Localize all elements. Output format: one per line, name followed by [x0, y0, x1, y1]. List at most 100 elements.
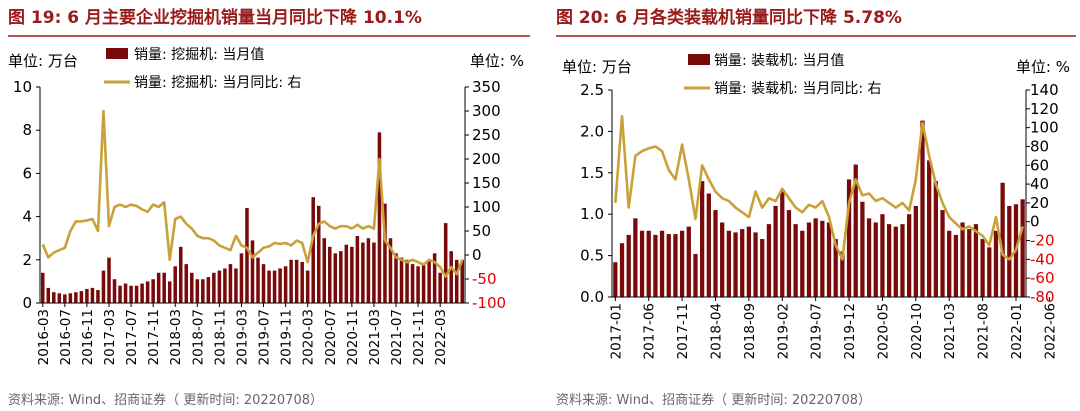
right-tick-label: 200 [472, 150, 501, 168]
chart2-plot: 0.00.51.01.52.02.5-80-60-40-200204060801… [580, 81, 1059, 359]
bar [786, 210, 792, 297]
bar [289, 259, 293, 303]
bar [454, 259, 459, 303]
bar [234, 268, 238, 303]
chart1-right-unit: 单位: % [470, 52, 524, 70]
chart2-legend-line: 销量: 装载机: 当月同比: 右 [714, 81, 882, 97]
bar [427, 259, 431, 303]
x-tick-label: 2018-04 [709, 303, 725, 359]
x-tick-label: 2020-11 [345, 309, 361, 365]
bar [980, 239, 985, 297]
bar [846, 179, 852, 297]
bar [294, 259, 299, 303]
bar [167, 281, 172, 303]
x-tick-label: 2020-03 [301, 309, 317, 365]
chart1-left-unit: 单位: 万台 [8, 52, 78, 70]
bar [421, 264, 426, 303]
x-tick-label: 2019-02 [775, 303, 791, 359]
right-tick-label: 350 [472, 78, 501, 96]
bar [178, 246, 183, 303]
bar [118, 285, 122, 303]
bar [300, 261, 304, 303]
bar [52, 292, 56, 303]
yoy-line [41, 109, 464, 278]
right-tick-label: 0 [1030, 213, 1040, 231]
left-tick-label: 2.5 [580, 81, 604, 99]
bar [793, 224, 798, 297]
bar [1007, 205, 1012, 297]
bar [96, 290, 100, 303]
x-tick-label: 2017-11 [146, 309, 162, 365]
bar [973, 224, 979, 297]
right-tick-label: 60 [1030, 156, 1049, 174]
left-tick-label: 1.0 [580, 205, 604, 223]
bar [223, 268, 227, 303]
bar [322, 238, 327, 303]
bar [833, 239, 838, 297]
bar [261, 264, 266, 303]
x-tick-label: 2016-11 [80, 309, 96, 365]
bar [190, 272, 194, 303]
bar [673, 234, 678, 297]
bar [267, 270, 271, 303]
bar [129, 285, 133, 303]
x-tick-label: 2021-03 [367, 309, 383, 365]
bar [740, 229, 745, 297]
bar [460, 259, 464, 303]
bar [399, 257, 404, 303]
bar [239, 253, 244, 303]
bar [706, 193, 711, 297]
bar [388, 238, 393, 303]
bar [377, 132, 382, 303]
bar [74, 292, 78, 303]
bar [46, 287, 51, 303]
bar [311, 197, 315, 303]
bar [820, 220, 825, 297]
bar [339, 251, 343, 303]
right-tick-label: 20 [1030, 194, 1049, 212]
bar [713, 210, 718, 297]
bar [840, 251, 845, 297]
x-tick-label: 2019-07 [809, 303, 825, 359]
right-tick-label: 50 [472, 222, 491, 240]
chart1-source: 资料来源: Wind、招商证券（ 更新时间: 20220708） [8, 392, 323, 408]
x-tick-label: 2019-11 [279, 309, 295, 365]
x-tick-label: 2019-12 [842, 303, 858, 359]
right-tick-label: -60 [1030, 269, 1055, 287]
bar [438, 272, 442, 303]
bar [443, 223, 448, 303]
bar [63, 294, 67, 303]
bar [416, 266, 420, 303]
chart2-title: 图 20: 6 月各类装载机销量同比下降 5.78% [556, 7, 902, 28]
bar [206, 277, 211, 303]
bar [920, 120, 925, 297]
bar [305, 270, 310, 303]
bar [806, 222, 812, 297]
x-tick-label: 2016-07 [58, 309, 74, 365]
x-tick-label: 2022-03 [433, 309, 449, 365]
chart1-title: 图 19: 6 月主要企业挖掘机销量当月同比下降 10.1% [8, 7, 422, 28]
x-tick-label: 2017-06 [642, 303, 658, 359]
bar [250, 240, 255, 303]
bar [993, 230, 999, 297]
bar [134, 285, 139, 303]
chart2-legend-bar: 销量: 装载机: 当月值 [714, 53, 844, 69]
bar [449, 251, 453, 303]
left-tick-label: 0 [22, 294, 32, 312]
bar [85, 288, 89, 303]
bar [140, 283, 144, 303]
bar [700, 181, 705, 297]
bar [679, 230, 685, 297]
bar [410, 264, 415, 303]
bar [873, 222, 878, 297]
chart1-legend-bar: 销量: 挖掘机: 当月值 [134, 47, 264, 63]
chart2-right-unit: 单位: % [1016, 58, 1070, 76]
bar [217, 270, 222, 303]
bar [686, 226, 691, 297]
bar [760, 239, 765, 297]
bar [145, 281, 150, 303]
left-tick-label: 2 [22, 251, 32, 269]
bar [366, 238, 371, 303]
bar [245, 207, 249, 303]
